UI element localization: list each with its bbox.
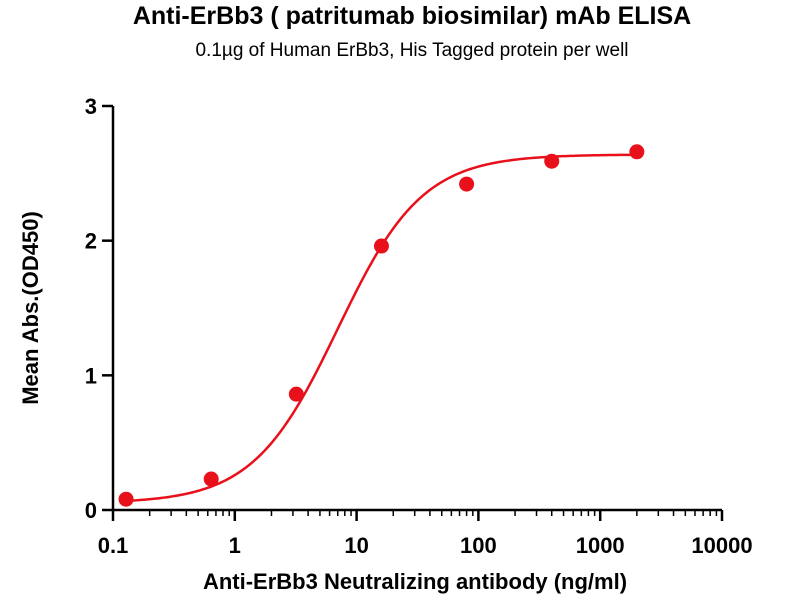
chart-subtitle: 0.1µg of Human ErBb3, His Tagged protein…	[195, 40, 628, 61]
data-point	[459, 176, 475, 192]
x-tick-label: 0.1	[98, 533, 129, 558]
y-tick-label: 3	[85, 94, 97, 119]
data-point	[118, 491, 134, 507]
data-point	[373, 238, 389, 254]
x-tick-label: 1000	[576, 533, 625, 558]
x-axis: 0.1 1 10 100 1000 10000	[98, 508, 753, 558]
chart-title: Anti-ErBb3 ( patritumab biosimilar) mAb …	[133, 2, 691, 30]
y-axis-ticks: 0 1 2 3	[85, 94, 113, 523]
y-axis: 0 1 2 3	[85, 94, 115, 523]
plot-series	[118, 144, 645, 507]
y-tick-label: 1	[85, 363, 97, 388]
y-tick-label: 2	[85, 229, 97, 254]
data-point	[203, 471, 219, 487]
x-tick-label: 100	[460, 533, 497, 558]
data-point	[629, 144, 645, 160]
y-tick-label: 0	[85, 498, 97, 523]
x-tick-label: 10	[344, 533, 368, 558]
y-axis-label: Mean Abs.(OD450)	[18, 211, 43, 405]
x-axis-label: Anti-ErBb3 Neutralizing antibody (ng/ml)	[203, 569, 627, 594]
fit-curve	[125, 153, 637, 503]
data-point	[288, 386, 304, 402]
x-tick-label: 1	[229, 533, 241, 558]
data-point	[544, 153, 560, 169]
x-axis-ticks: 0.1 1 10 100 1000 10000	[98, 510, 753, 558]
x-tick-label: 10000	[691, 533, 752, 558]
